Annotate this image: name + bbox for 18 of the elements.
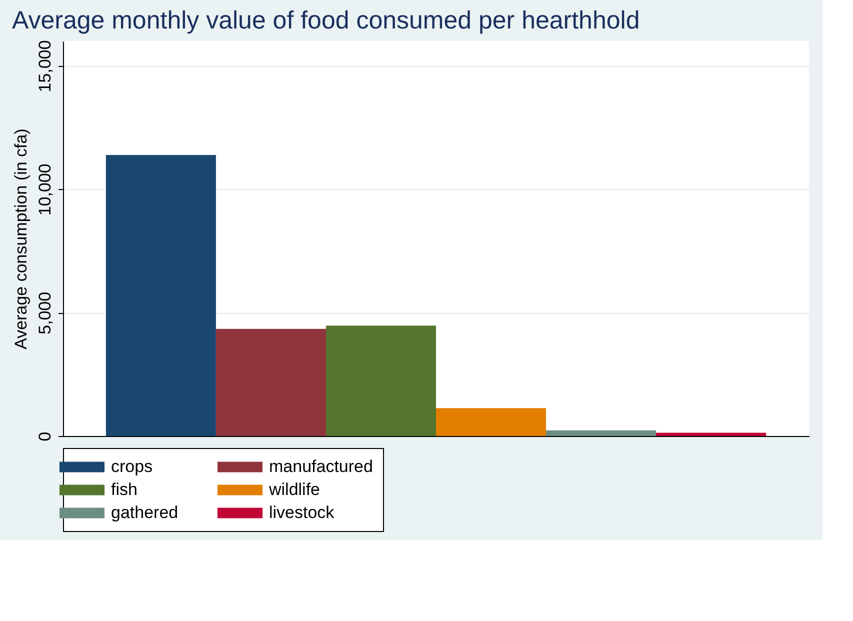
legend-label: wildlife — [268, 480, 320, 499]
bar — [326, 326, 436, 436]
legend-label: fish — [111, 480, 138, 499]
bar — [436, 408, 546, 436]
legend-label: gathered — [111, 503, 178, 522]
legend-label: livestock — [269, 503, 335, 522]
bar — [216, 328, 326, 436]
y-axis-title: Average consumption (in cfa) — [12, 128, 30, 350]
legend-label: crops — [111, 457, 153, 476]
y-tick-label: 15,000 — [36, 40, 54, 92]
chart-title: Average monthly value of food consumed per hearthhold — [12, 6, 640, 35]
legend-label: manufactured — [269, 457, 373, 476]
y-tick-label: 0 — [36, 432, 54, 442]
y-tick-label: 10,000 — [36, 164, 54, 216]
y-tick-label: 5,000 — [36, 292, 54, 334]
bar — [546, 430, 656, 436]
bar — [106, 155, 216, 436]
bar — [656, 432, 766, 436]
